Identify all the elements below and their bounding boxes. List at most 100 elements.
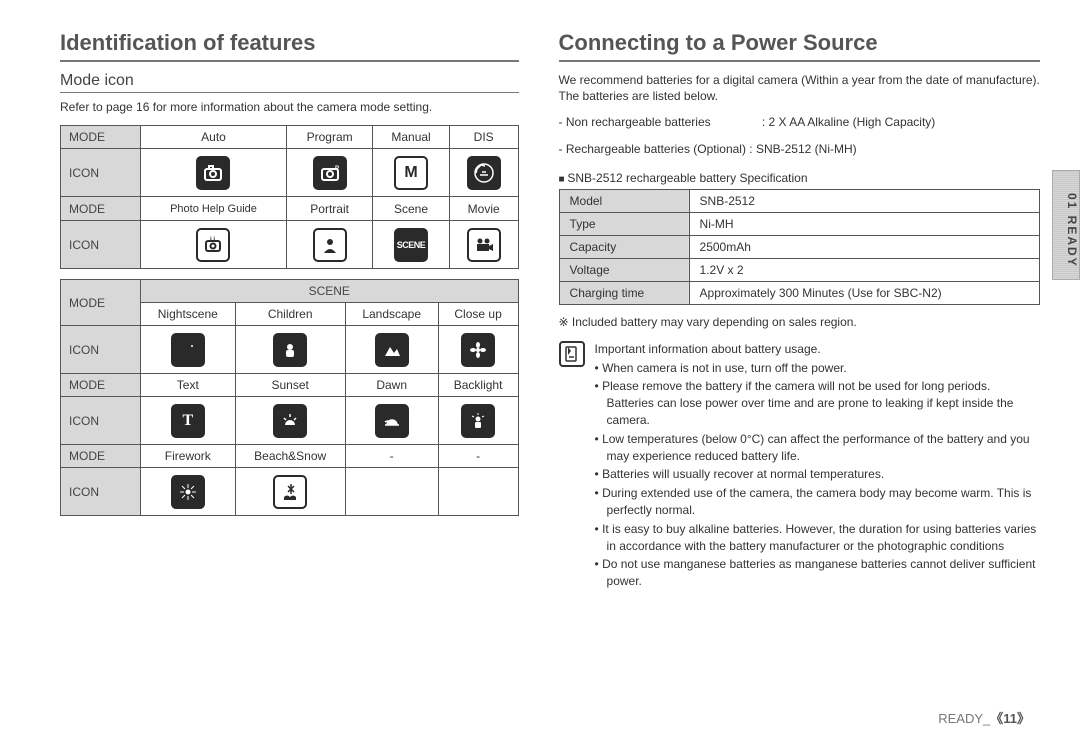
manual-icon: M	[394, 156, 428, 190]
spec-label: Voltage	[559, 258, 689, 281]
icon-cell	[141, 326, 236, 374]
right-para: We recommend batteries for a digital cam…	[559, 72, 1040, 104]
icon-cell: P	[286, 149, 372, 197]
right-title: Connecting to a Power Source	[559, 30, 1040, 62]
guide-icon: i i	[196, 228, 230, 262]
scene-header: SCENE	[141, 280, 519, 303]
info-item: Do not use manganese batteries as mangan…	[595, 556, 1040, 590]
spec-table: ModelSNB-2512 TypeNi-MH Capacity2500mAh …	[559, 189, 1040, 305]
mode-cell: Firework	[141, 445, 236, 468]
icon-cell	[449, 149, 518, 197]
spec-label: Charging time	[559, 281, 689, 304]
program-icon: P	[313, 156, 347, 190]
row-label: MODE	[61, 445, 141, 468]
page-footer: READY_《11》	[938, 708, 1030, 727]
backlight-icon	[461, 404, 495, 438]
firework-icon	[171, 475, 205, 509]
row-label: MODE	[61, 280, 141, 326]
dis-icon	[467, 156, 501, 190]
info-icon	[559, 341, 585, 367]
mode-cell: Children	[235, 303, 345, 326]
mode-cell: Text	[141, 374, 236, 397]
right-column: Connecting to a Power Source We recommen…	[559, 30, 1040, 725]
scene-icon: SCENE	[394, 228, 428, 262]
mode-cell: Portrait	[286, 197, 372, 221]
side-tab: 01 READY	[1052, 170, 1080, 280]
mode-cell: Sunset	[235, 374, 345, 397]
text-icon: T	[171, 404, 205, 438]
mode-cell: Movie	[449, 197, 518, 221]
info-item: When camera is not in use, turn off the …	[595, 360, 1040, 377]
spec-value: 1.2V x 2	[689, 258, 1039, 281]
mode-cell: Auto	[141, 126, 287, 149]
row-label: ICON	[61, 326, 141, 374]
icon-cell	[235, 468, 345, 516]
mode-cell: Program	[286, 126, 372, 149]
spec-label: Type	[559, 212, 689, 235]
mode-cell: Backlight	[438, 374, 518, 397]
icon-cell: SCENE	[373, 221, 450, 269]
icon-cell	[449, 221, 518, 269]
closeup-icon	[461, 333, 495, 367]
nonrecharge-value: : 2 X AA Alkaline (High Capacity)	[762, 115, 935, 129]
mode-cell: Nightscene	[141, 303, 236, 326]
mode-table-1: MODE Auto Program Manual DIS ICON P M MO…	[60, 125, 519, 269]
mode-cell: DIS	[449, 126, 518, 149]
battery-recharge: - Rechargeable batteries (Optional) : SN…	[559, 141, 1040, 157]
icon-cell	[141, 468, 236, 516]
region-note: Included battery may vary depending on s…	[559, 315, 1040, 329]
info-item: During extended use of the camera, the c…	[595, 485, 1040, 519]
icon-cell	[438, 468, 518, 516]
icon-cell: M	[373, 149, 450, 197]
icon-cell	[235, 326, 345, 374]
icon-cell	[286, 221, 372, 269]
mode-cell: Photo Help Guide	[141, 197, 287, 221]
info-title: Important information about battery usag…	[595, 341, 1040, 358]
svg-text:i i: i i	[210, 237, 215, 243]
landscape-icon	[375, 333, 409, 367]
mode-cell: -	[438, 445, 518, 468]
spec-value: Approximately 300 Minutes (Use for SBC-N…	[689, 281, 1039, 304]
info-item: Please remove the battery if the camera …	[595, 378, 1040, 428]
manual-page: Identification of features Mode icon Ref…	[0, 0, 1080, 745]
info-block: Important information about battery usag…	[559, 341, 1040, 592]
sunset-icon	[273, 404, 307, 438]
row-label: MODE	[61, 374, 141, 397]
footer-label: READY_	[938, 711, 990, 726]
left-subtitle: Mode icon	[60, 72, 519, 93]
movie-icon	[467, 228, 501, 262]
icon-cell	[438, 326, 518, 374]
spec-value: SNB-2512	[689, 189, 1039, 212]
nightscene-icon	[171, 333, 205, 367]
info-list: When camera is not in use, turn off the …	[595, 360, 1040, 590]
row-label: MODE	[61, 126, 141, 149]
mode-cell: Dawn	[345, 374, 438, 397]
icon-cell: T	[141, 397, 236, 445]
left-title: Identification of features	[60, 30, 519, 62]
icon-cell	[345, 326, 438, 374]
icon-cell	[345, 468, 438, 516]
mode-label: Photo Help Guide	[170, 203, 257, 215]
icon-cell	[438, 397, 518, 445]
row-label: ICON	[61, 468, 141, 516]
row-label: ICON	[61, 397, 141, 445]
icon-cell	[235, 397, 345, 445]
mode-cell: Scene	[373, 197, 450, 221]
svg-text:P: P	[335, 166, 339, 172]
info-item: Low temperatures (below 0°C) can affect …	[595, 431, 1040, 465]
mode-cell: Landscape	[345, 303, 438, 326]
mode-cell: Beach&Snow	[235, 445, 345, 468]
spec-label: Model	[559, 189, 689, 212]
nonrecharge-label: - Non rechargeable batteries	[559, 114, 759, 130]
info-item: Batteries will usually recover at normal…	[595, 466, 1040, 483]
left-intro: Refer to page 16 for more information ab…	[60, 99, 519, 115]
row-label: ICON	[61, 221, 141, 269]
icon-cell: i i	[141, 221, 287, 269]
left-column: Identification of features Mode icon Ref…	[60, 30, 519, 725]
spec-title: SNB-2512 rechargeable battery Specificat…	[559, 171, 1040, 185]
beachsnow-icon	[273, 475, 307, 509]
children-icon	[273, 333, 307, 367]
spec-value: Ni-MH	[689, 212, 1039, 235]
mode-cell: Close up	[438, 303, 518, 326]
icon-cell	[345, 397, 438, 445]
